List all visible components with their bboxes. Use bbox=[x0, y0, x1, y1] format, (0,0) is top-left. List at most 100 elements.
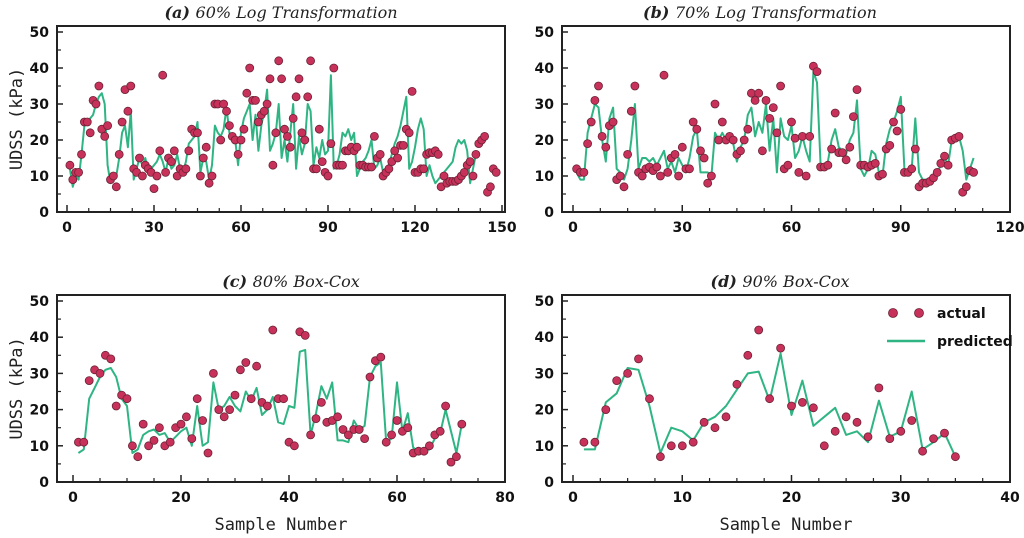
panel-a-actual-point bbox=[300, 135, 310, 145]
panel-a-actual-point bbox=[262, 99, 272, 109]
panel-c-ytick-label: 0 bbox=[39, 475, 49, 491]
panel-b-ytick-label: 40 bbox=[535, 61, 555, 77]
panel-c-actual-point bbox=[187, 434, 197, 444]
panel-b-actual-point bbox=[699, 153, 709, 163]
panel-c-actual-point bbox=[300, 330, 310, 340]
panel-a-actual-point bbox=[103, 121, 112, 130]
panel-c-actual-point bbox=[311, 414, 321, 424]
panel-c-actual-point bbox=[419, 446, 429, 456]
legend-actual-marker bbox=[888, 308, 898, 318]
panel-c-actual-point bbox=[246, 394, 256, 404]
panel-d-actual-point bbox=[885, 434, 895, 444]
panel-a-actual-point bbox=[303, 92, 313, 102]
panel-b-actual-point bbox=[838, 148, 847, 158]
panel-b-actual-point bbox=[692, 124, 702, 134]
panel-d-actual-point bbox=[601, 405, 611, 415]
panel-c-actual-point bbox=[106, 354, 116, 364]
panel-b-actual-point bbox=[827, 144, 836, 154]
panel-b-actual-point bbox=[659, 70, 669, 80]
panel-c-title-text: 80% Box-Cox bbox=[253, 272, 360, 291]
panel-b-ytick-label: 50 bbox=[535, 25, 555, 41]
panel-d-xtick-label: 40 bbox=[1000, 490, 1020, 506]
panel-a-ytick-label: 0 bbox=[39, 205, 49, 221]
panel-d-actual-point bbox=[688, 437, 698, 447]
panel-a-actual-point bbox=[65, 160, 75, 170]
panel-d-xlabel: Sample Number bbox=[719, 515, 852, 535]
panel-b-actual-point bbox=[714, 135, 724, 145]
panel-c-ytick-label: 40 bbox=[30, 330, 50, 346]
panel-a-actual-point bbox=[68, 175, 78, 185]
panel-a-actual-point bbox=[135, 153, 144, 163]
panel-b-xtick-label: 30 bbox=[673, 220, 693, 236]
panel-a-ytick-label: 40 bbox=[30, 61, 50, 77]
panel-c-ytick-label: 50 bbox=[30, 294, 50, 310]
panel-b-actual-point bbox=[961, 182, 971, 192]
panel-a-actual-point bbox=[222, 106, 231, 116]
panel-b-title: (b) 70% Log Transformation bbox=[643, 3, 877, 22]
panel-b-actual-point bbox=[969, 167, 978, 177]
panel-a-actual-point bbox=[253, 117, 263, 127]
panel-d-ytick-label: 40 bbox=[535, 330, 555, 346]
panel-c-frame bbox=[56, 294, 506, 483]
panel-c-predicted-line bbox=[77, 348, 463, 454]
panel-b-actual-point bbox=[750, 96, 760, 105]
panel-c-actual-point bbox=[144, 441, 154, 451]
panel-d-ytick-label: 0 bbox=[544, 475, 554, 491]
panel-b-actual-point bbox=[601, 142, 611, 152]
panel-a-actual-point bbox=[393, 153, 403, 163]
panel-a-actual-point bbox=[82, 117, 92, 127]
panel-b-actual-point bbox=[870, 158, 880, 168]
panel-b-actual-point bbox=[932, 167, 942, 177]
panel-c-actual-point bbox=[138, 419, 148, 429]
panel-c-actual-point bbox=[451, 452, 461, 462]
panel-a-actual-point bbox=[161, 167, 171, 177]
panel-a-actual-point bbox=[85, 128, 95, 138]
panel-d-actual-point bbox=[732, 379, 742, 389]
panel-c-actual-point bbox=[84, 376, 94, 386]
panel-a-actual-point bbox=[407, 87, 417, 96]
panel-b-actual-point bbox=[747, 88, 756, 98]
panel-b-ytick-label: 30 bbox=[535, 97, 555, 113]
panel-c-actual-point bbox=[79, 437, 89, 447]
panel-a-actual-point bbox=[338, 160, 347, 170]
panel-c-xtick-label: 60 bbox=[387, 490, 407, 506]
panel-b-actual-point bbox=[685, 164, 694, 174]
panel-a-actual-point bbox=[282, 131, 292, 141]
panel-b-xtick-label: 60 bbox=[782, 220, 802, 236]
panel-b-xtick-label: 120 bbox=[995, 220, 1024, 236]
panel-c-actual-point bbox=[360, 434, 370, 444]
panel-a-actual-point bbox=[111, 182, 121, 192]
panel-c-xtick-label: 40 bbox=[279, 490, 299, 506]
panel-c-ytick-label: 10 bbox=[30, 439, 50, 455]
panel-c-ytick-label: 30 bbox=[30, 366, 50, 382]
panel-c-actual-point bbox=[392, 416, 402, 425]
panel-a-actual-point bbox=[271, 128, 281, 138]
panel-d-actual-point bbox=[710, 423, 720, 433]
panel-b-actual-point bbox=[656, 171, 665, 181]
panel-a-actual-point bbox=[239, 124, 249, 134]
panel-a-predicted-line bbox=[68, 74, 477, 188]
panel-a-actual-point bbox=[419, 164, 429, 174]
panel-b-title-label: (b) bbox=[643, 3, 675, 22]
panel-a-actual-point bbox=[236, 135, 246, 145]
panel-b-frame bbox=[561, 25, 1011, 213]
panel-a-title-text: 60% Log Transformation bbox=[196, 3, 398, 22]
panel-b-actual-point bbox=[623, 149, 632, 159]
panel-b-actual-point bbox=[579, 167, 589, 177]
panel-b-actual-point bbox=[798, 131, 807, 141]
panel-d-ytick-label: 50 bbox=[535, 294, 555, 310]
panel-b-actual-point bbox=[761, 96, 771, 105]
panel-a-xtick-label: 30 bbox=[144, 220, 164, 236]
panel-a-actual-point bbox=[326, 139, 336, 149]
panel-d-actual-point bbox=[951, 452, 960, 462]
panel-b-actual-point bbox=[885, 140, 895, 150]
panel-d-actual-point bbox=[765, 394, 774, 404]
panel-c-actual-point bbox=[376, 352, 386, 362]
legend-predicted-label: predicted bbox=[937, 334, 1013, 350]
panel-d-actual-point bbox=[907, 416, 917, 425]
panel-b-ytick-label: 10 bbox=[535, 169, 555, 185]
panel-a-actual-point bbox=[100, 131, 110, 141]
panel-d-actual-point bbox=[699, 417, 709, 427]
panel-a-actual-point bbox=[224, 121, 234, 130]
legend-actual-marker bbox=[914, 308, 924, 318]
